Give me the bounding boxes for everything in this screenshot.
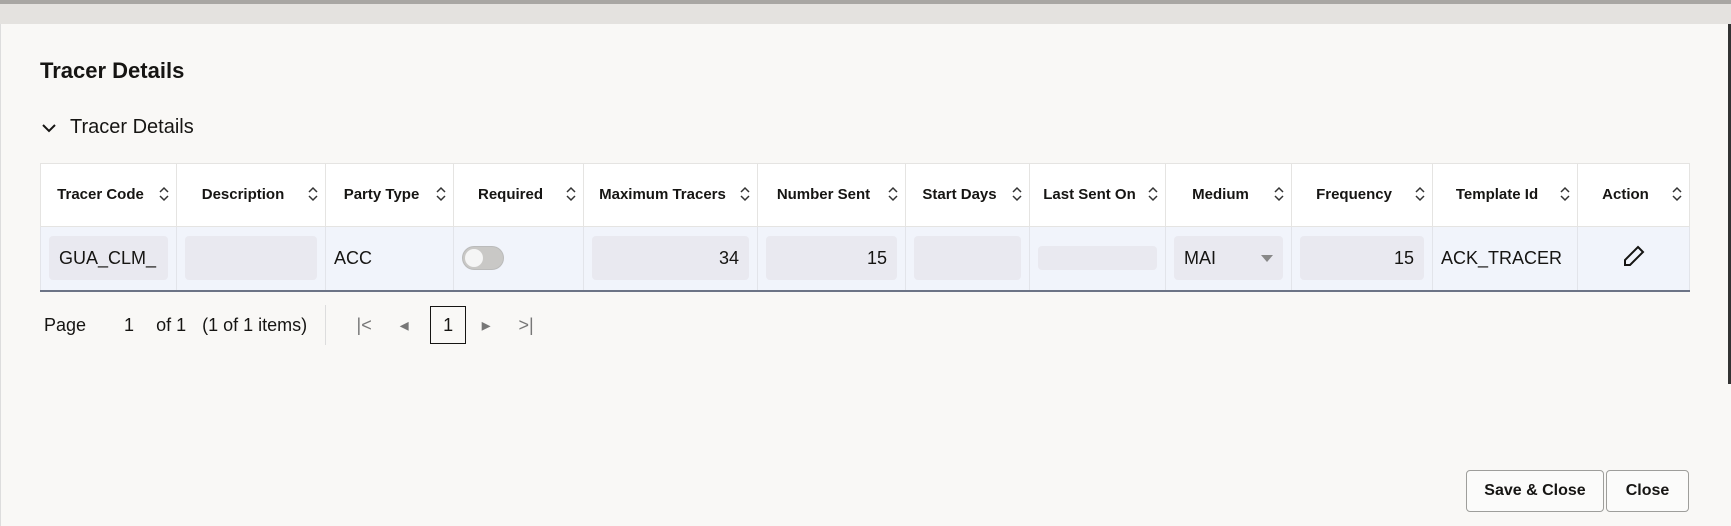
column-header[interactable]: Action — [1577, 163, 1690, 227]
maximum-tracers-field[interactable]: 34 — [592, 236, 749, 281]
column-header[interactable]: Party Type — [325, 163, 454, 227]
page-of: of 1 — [156, 314, 187, 335]
last-page-icon[interactable]: >| — [518, 314, 534, 335]
sort-icon[interactable] — [1011, 186, 1023, 205]
column-label: Action — [1602, 186, 1649, 203]
column-label: Frequency — [1316, 186, 1392, 203]
first-page-icon[interactable]: |< — [356, 314, 372, 335]
sort-icon[interactable] — [1414, 186, 1426, 205]
scrollbar[interactable] — [1728, 24, 1731, 384]
items-count: (1 of 1 items) — [202, 314, 308, 335]
page-input[interactable]: 1 — [124, 314, 135, 335]
sort-icon[interactable] — [1671, 186, 1683, 205]
description-field[interactable] — [185, 236, 317, 281]
column-header[interactable]: Required — [453, 163, 584, 227]
tracer-code-field[interactable]: GUA_CLM_ — [49, 236, 168, 281]
column-label: Last Sent On — [1043, 186, 1136, 203]
sort-icon[interactable] — [307, 186, 319, 205]
column-label: Required — [477, 186, 543, 203]
page-label: Page — [44, 314, 87, 335]
column-header[interactable]: Frequency — [1291, 163, 1433, 227]
last-sent-on-field[interactable] — [1038, 246, 1157, 271]
template-id-cell: ACK_TRACER — [1432, 226, 1578, 292]
column-label: Maximum Tracers — [599, 186, 726, 203]
required-toggle[interactable] — [462, 246, 504, 271]
sort-icon[interactable] — [435, 186, 447, 205]
section-title: Tracer Details — [70, 116, 194, 138]
column-header[interactable]: Description — [176, 163, 326, 227]
column-label: Tracer Code — [57, 186, 144, 203]
dialog-title: Tracer Details — [40, 58, 185, 83]
page-button-current[interactable]: 1 — [430, 306, 467, 344]
sort-icon[interactable] — [565, 186, 577, 205]
caret-down-icon — [1261, 254, 1273, 262]
column-header[interactable]: Maximum Tracers — [583, 163, 758, 227]
column-label: Medium — [1192, 186, 1249, 203]
number-sent-field[interactable]: 15 — [766, 236, 897, 281]
sort-icon[interactable] — [1147, 186, 1159, 205]
frequency-field[interactable]: 15 — [1300, 236, 1424, 281]
pencil-icon[interactable] — [1622, 244, 1646, 268]
column-label: Party Type — [343, 186, 420, 203]
column-header[interactable]: Tracer Code — [40, 163, 177, 227]
medium-value: MAI — [1184, 247, 1217, 268]
medium-select[interactable]: MAI — [1174, 236, 1283, 281]
close-button[interactable]: Close — [1606, 470, 1689, 512]
background-strip — [0, 0, 1731, 24]
next-page-icon[interactable]: ▸ — [481, 314, 491, 335]
column-header[interactable]: Start Days — [905, 163, 1030, 227]
pagination: Page 1 of 1 (1 of 1 items) |< ◂ 1 ▸ >| — [44, 305, 546, 345]
table-row: GUA_CLM_ ACC 34 15 MAI 15 ACK_TRACER — [40, 226, 1690, 292]
sort-icon[interactable] — [739, 186, 751, 205]
start-days-field[interactable] — [914, 236, 1021, 281]
tracer-table: Tracer Code Description Party Type Required… — [40, 163, 1690, 292]
party-type-cell: ACC — [325, 226, 454, 292]
sort-icon[interactable] — [1273, 186, 1285, 205]
divider — [325, 305, 327, 345]
column-header[interactable]: Medium — [1165, 163, 1292, 227]
sort-icon[interactable] — [1559, 186, 1571, 205]
column-header[interactable]: Number Sent — [757, 163, 906, 227]
column-label: Description — [201, 186, 285, 203]
section-toggle[interactable]: Tracer Details — [40, 116, 194, 139]
prev-page-icon[interactable]: ◂ — [399, 314, 409, 335]
sort-icon[interactable] — [887, 186, 899, 205]
chevron-down-icon — [42, 123, 56, 132]
save-close-button[interactable]: Save & Close — [1466, 470, 1604, 512]
column-header[interactable]: Last Sent On — [1029, 163, 1166, 227]
column-label: Number Sent — [776, 186, 871, 203]
column-header[interactable]: Template Id — [1432, 163, 1578, 227]
column-label: Start Days — [922, 186, 997, 203]
column-label: Template Id — [1455, 186, 1539, 203]
sort-icon[interactable] — [158, 186, 170, 205]
